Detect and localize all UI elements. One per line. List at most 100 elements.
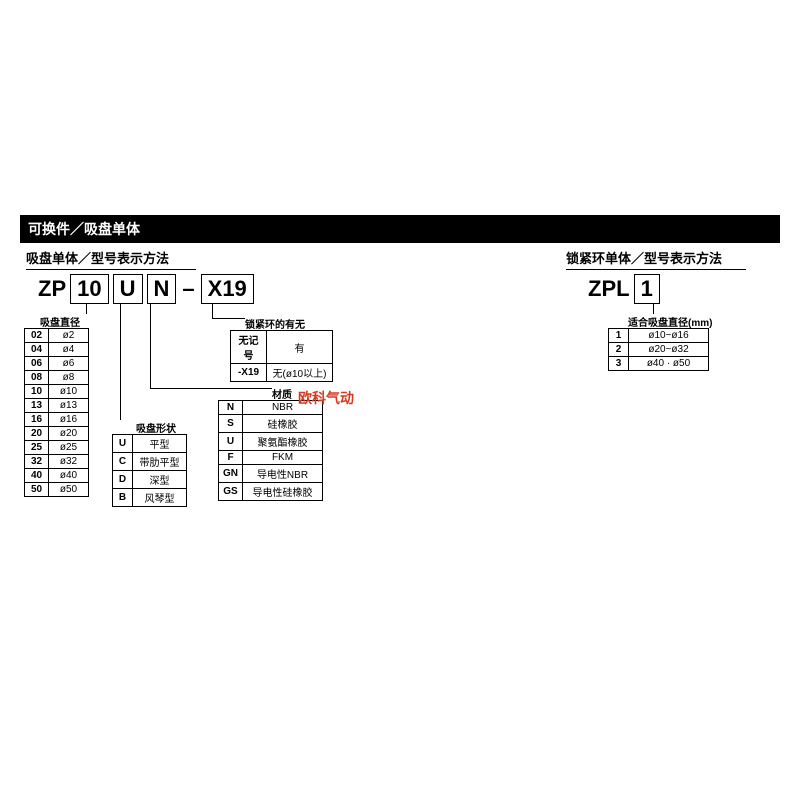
- key-cell: 02: [25, 329, 49, 343]
- value-cell: ø32: [49, 455, 89, 469]
- table-row: 06ø6: [25, 357, 89, 371]
- table-row: 32ø32: [25, 455, 89, 469]
- value-cell: ø25: [49, 441, 89, 455]
- value-cell: ø50: [49, 483, 89, 497]
- table-row: S硅橡胶: [219, 415, 323, 433]
- leader-line: [212, 318, 245, 319]
- lockring-table: 无记号有-X19无(ø10以上): [230, 330, 333, 382]
- diameter-title: 吸盘直径: [40, 314, 80, 329]
- diameter-table: 02ø204ø406ø608ø810ø1013ø1316ø1620ø2025ø2…: [24, 328, 89, 497]
- key-cell: 13: [25, 399, 49, 413]
- key-cell: 3: [609, 357, 629, 371]
- table-row: 40ø40: [25, 469, 89, 483]
- lockring-title: 锁紧环的有无: [245, 316, 305, 331]
- key-cell: 2: [609, 343, 629, 357]
- code-segment: N: [147, 274, 177, 304]
- leader-line: [150, 304, 151, 388]
- key-cell: GN: [219, 465, 243, 483]
- key-cell: D: [113, 471, 133, 489]
- shape-title: 吸盘形状: [136, 420, 176, 435]
- value-cell: 风琴型: [133, 489, 187, 507]
- key-cell: N: [219, 401, 243, 415]
- value-cell: 硅橡胶: [243, 415, 323, 433]
- value-cell: 无(ø10以上): [267, 364, 333, 382]
- leader-line: [150, 388, 272, 389]
- key-cell: GS: [219, 483, 243, 501]
- table-row: 04ø4: [25, 343, 89, 357]
- table-row: 13ø13: [25, 399, 89, 413]
- key-cell: U: [219, 433, 243, 451]
- part-number-code: ZP10UN–X19: [38, 274, 254, 304]
- value-cell: ø13: [49, 399, 89, 413]
- key-cell: 20: [25, 427, 49, 441]
- table-row: 1ø10~ø16: [609, 329, 709, 343]
- key-cell: U: [113, 435, 133, 453]
- value-cell: 有: [267, 331, 333, 364]
- value-cell: ø20: [49, 427, 89, 441]
- value-cell: 导电性硅橡胶: [243, 483, 323, 501]
- value-cell: 聚氨酯橡胶: [243, 433, 323, 451]
- code-segment: X19: [201, 274, 254, 304]
- section-subtitle: 锁紧环单体／型号表示方法: [566, 248, 746, 270]
- value-cell: ø40: [49, 469, 89, 483]
- part-number-code: ZPL1: [588, 274, 660, 304]
- code-prefix: ZPL: [588, 276, 630, 302]
- table-row: U聚氨酯橡胶: [219, 433, 323, 451]
- leader-line: [653, 304, 654, 314]
- table-row: 50ø50: [25, 483, 89, 497]
- value-cell: ø20~ø32: [629, 343, 709, 357]
- key-cell: -X19: [231, 364, 267, 382]
- table-row: GS导电性硅橡胶: [219, 483, 323, 501]
- value-cell: ø2: [49, 329, 89, 343]
- material-title: 材质: [272, 386, 292, 401]
- key-cell: 25: [25, 441, 49, 455]
- key-cell: C: [113, 453, 133, 471]
- key-cell: 32: [25, 455, 49, 469]
- value-cell: 深型: [133, 471, 187, 489]
- key-cell: F: [219, 451, 243, 465]
- code-prefix: ZP: [38, 276, 66, 302]
- value-cell: ø16: [49, 413, 89, 427]
- section-subtitle: 吸盘单体／型号表示方法: [26, 248, 196, 270]
- zpl-title: 适合吸盘直径(mm): [628, 314, 712, 329]
- shape-table: U平型C带肋平型D深型B风琴型: [112, 434, 187, 507]
- key-cell: 04: [25, 343, 49, 357]
- table-row: 无记号有: [231, 331, 333, 364]
- value-cell: ø8: [49, 371, 89, 385]
- table-row: FFKM: [219, 451, 323, 465]
- key-cell: 10: [25, 385, 49, 399]
- key-cell: 40: [25, 469, 49, 483]
- table-row: D深型: [113, 471, 187, 489]
- code-segment: U: [113, 274, 143, 304]
- table-row: 20ø20: [25, 427, 89, 441]
- value-cell: ø6: [49, 357, 89, 371]
- code-segment: 10: [70, 274, 108, 304]
- key-cell: 50: [25, 483, 49, 497]
- table-row: 02ø2: [25, 329, 89, 343]
- key-cell: 08: [25, 371, 49, 385]
- key-cell: 06: [25, 357, 49, 371]
- table-row: GN导电性NBR: [219, 465, 323, 483]
- table-row: 25ø25: [25, 441, 89, 455]
- key-cell: 16: [25, 413, 49, 427]
- code-separator: –: [180, 276, 196, 302]
- table-row: 3ø40 · ø50: [609, 357, 709, 371]
- leader-line: [86, 304, 87, 314]
- leader-line: [120, 304, 121, 420]
- value-cell: ø4: [49, 343, 89, 357]
- value-cell: 平型: [133, 435, 187, 453]
- table-row: B风琴型: [113, 489, 187, 507]
- value-cell: ø40 · ø50: [629, 357, 709, 371]
- code-segment: 1: [634, 274, 660, 304]
- material-table: NNBRS硅橡胶U聚氨酯橡胶FFKMGN导电性NBRGS导电性硅橡胶: [218, 400, 323, 501]
- watermark-text: 欧科气动: [298, 388, 354, 408]
- zpl-table: 1ø10~ø162ø20~ø323ø40 · ø50: [608, 328, 709, 371]
- key-cell: B: [113, 489, 133, 507]
- value-cell: FKM: [243, 451, 323, 465]
- table-row: C带肋平型: [113, 453, 187, 471]
- table-row: 16ø16: [25, 413, 89, 427]
- key-cell: 1: [609, 329, 629, 343]
- leader-line: [212, 304, 213, 318]
- table-row: U平型: [113, 435, 187, 453]
- value-cell: 带肋平型: [133, 453, 187, 471]
